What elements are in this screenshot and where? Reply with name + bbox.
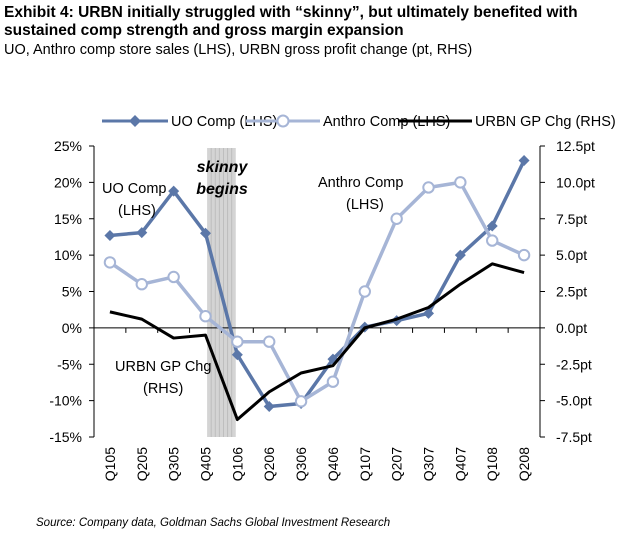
right-axis-tick-label: 7.5pt: [556, 211, 587, 227]
x-axis-tick-label: Q206: [261, 447, 277, 481]
anthro-comp-point: [294, 395, 308, 408]
x-axis-tick-label: Q307: [421, 447, 437, 481]
x-axis-tick-label: Q106: [229, 447, 245, 481]
left-axis-tick-label: 25%: [54, 138, 82, 154]
x-axis-tick-label: Q208: [516, 447, 532, 481]
legend-label: UO Comp (LHS): [171, 114, 277, 130]
uo-comp-point: [518, 155, 530, 167]
annotation-text: UO Comp: [102, 181, 166, 197]
legend-swatch-marker: [129, 115, 141, 127]
uo-comp-point: [136, 227, 148, 239]
annotation-text: (LHS): [118, 203, 156, 219]
uo-comp-point: [231, 349, 243, 361]
legend-label: Anthro Comp (LHS): [323, 114, 450, 130]
x-axis-tick-label: Q107: [357, 447, 373, 481]
uo-comp-point: [104, 229, 116, 241]
right-axis-tick-label: 12.5pt: [556, 138, 595, 154]
anthro-comp-point: [454, 176, 467, 189]
x-axis-tick-label: Q108: [484, 447, 500, 481]
anthro-comp-point: [167, 270, 180, 284]
anthro-comp-point: [103, 256, 117, 269]
chart-title: Exhibit 4: URBN initially struggled with…: [4, 4, 578, 39]
x-axis-tick-label: Q405: [198, 447, 214, 481]
right-axis-tick-label: -7.5pt: [556, 429, 592, 445]
anthro-comp-point: [517, 248, 531, 262]
uo-comp-point: [200, 227, 211, 239]
uo-comp-point: [263, 400, 275, 412]
uo-comp-point: [423, 307, 434, 319]
anthro-comp-point: [422, 181, 435, 194]
right-axis-tick-label: 2.5pt: [556, 284, 587, 300]
left-axis-tick-label: 0%: [62, 320, 82, 336]
series-line-urbn: [109, 262, 525, 422]
legend-swatch-marker: [276, 114, 290, 128]
uo-comp-point: [168, 185, 180, 197]
anthro-comp-point: [486, 234, 499, 247]
left-axis-tick-label: -15%: [49, 429, 82, 445]
x-axis-tick-label: Q306: [293, 447, 309, 481]
right-axis-tick-label: 5.0pt: [556, 247, 587, 263]
right-axis-tick-label: 10.0pt: [556, 174, 595, 190]
series-line-uo: [109, 159, 526, 409]
annotation-text: begins: [196, 181, 248, 198]
uo-comp-point: [486, 220, 498, 232]
x-axis-tick-label: Q305: [166, 447, 182, 481]
annotation-text: (LHS): [346, 197, 384, 213]
x-axis-tick-label: Q207: [389, 447, 405, 481]
legend-label: URBN GP Chg (RHS): [475, 114, 616, 130]
x-axis-tick-label: Q205: [134, 447, 150, 481]
uo-comp-point: [454, 249, 466, 261]
left-axis-tick-label: -5%: [57, 356, 82, 372]
x-axis-tick-label: Q105: [102, 447, 118, 481]
right-axis-tick-label: -5.0pt: [556, 393, 592, 409]
right-axis-tick-label: 0.0pt: [556, 320, 587, 336]
x-axis-tick-label: Q406: [325, 447, 341, 481]
annotation-text: URBN GP Chg: [115, 359, 211, 375]
anthro-comp-point: [390, 212, 403, 225]
anthro-comp-point: [231, 335, 244, 348]
anthro-comp-point: [263, 335, 276, 348]
anthro-comp-point: [358, 285, 371, 298]
x-axis-tick-label: Q407: [452, 447, 468, 481]
anthro-comp-point: [135, 278, 148, 291]
left-axis-tick-label: 10%: [54, 247, 82, 263]
source-note: Source: Company data, Goldman Sachs Glob…: [36, 517, 391, 529]
anthro-comp-point: [199, 310, 212, 323]
chart-subtitle: UO, Anthro comp store sales (LHS), URBN …: [4, 42, 473, 58]
annotation-text: (RHS): [143, 381, 183, 397]
left-axis-tick-label: 15%: [54, 211, 82, 227]
right-axis-tick-label: -2.5pt: [556, 356, 592, 372]
anthro-comp-point: [326, 375, 340, 388]
left-axis-tick-label: -10%: [49, 393, 82, 409]
annotation-text: Anthro Comp: [318, 175, 403, 191]
left-axis-tick-label: 20%: [54, 174, 82, 190]
left-axis-tick-label: 5%: [62, 284, 82, 300]
annotation-text: skinny: [197, 159, 249, 176]
